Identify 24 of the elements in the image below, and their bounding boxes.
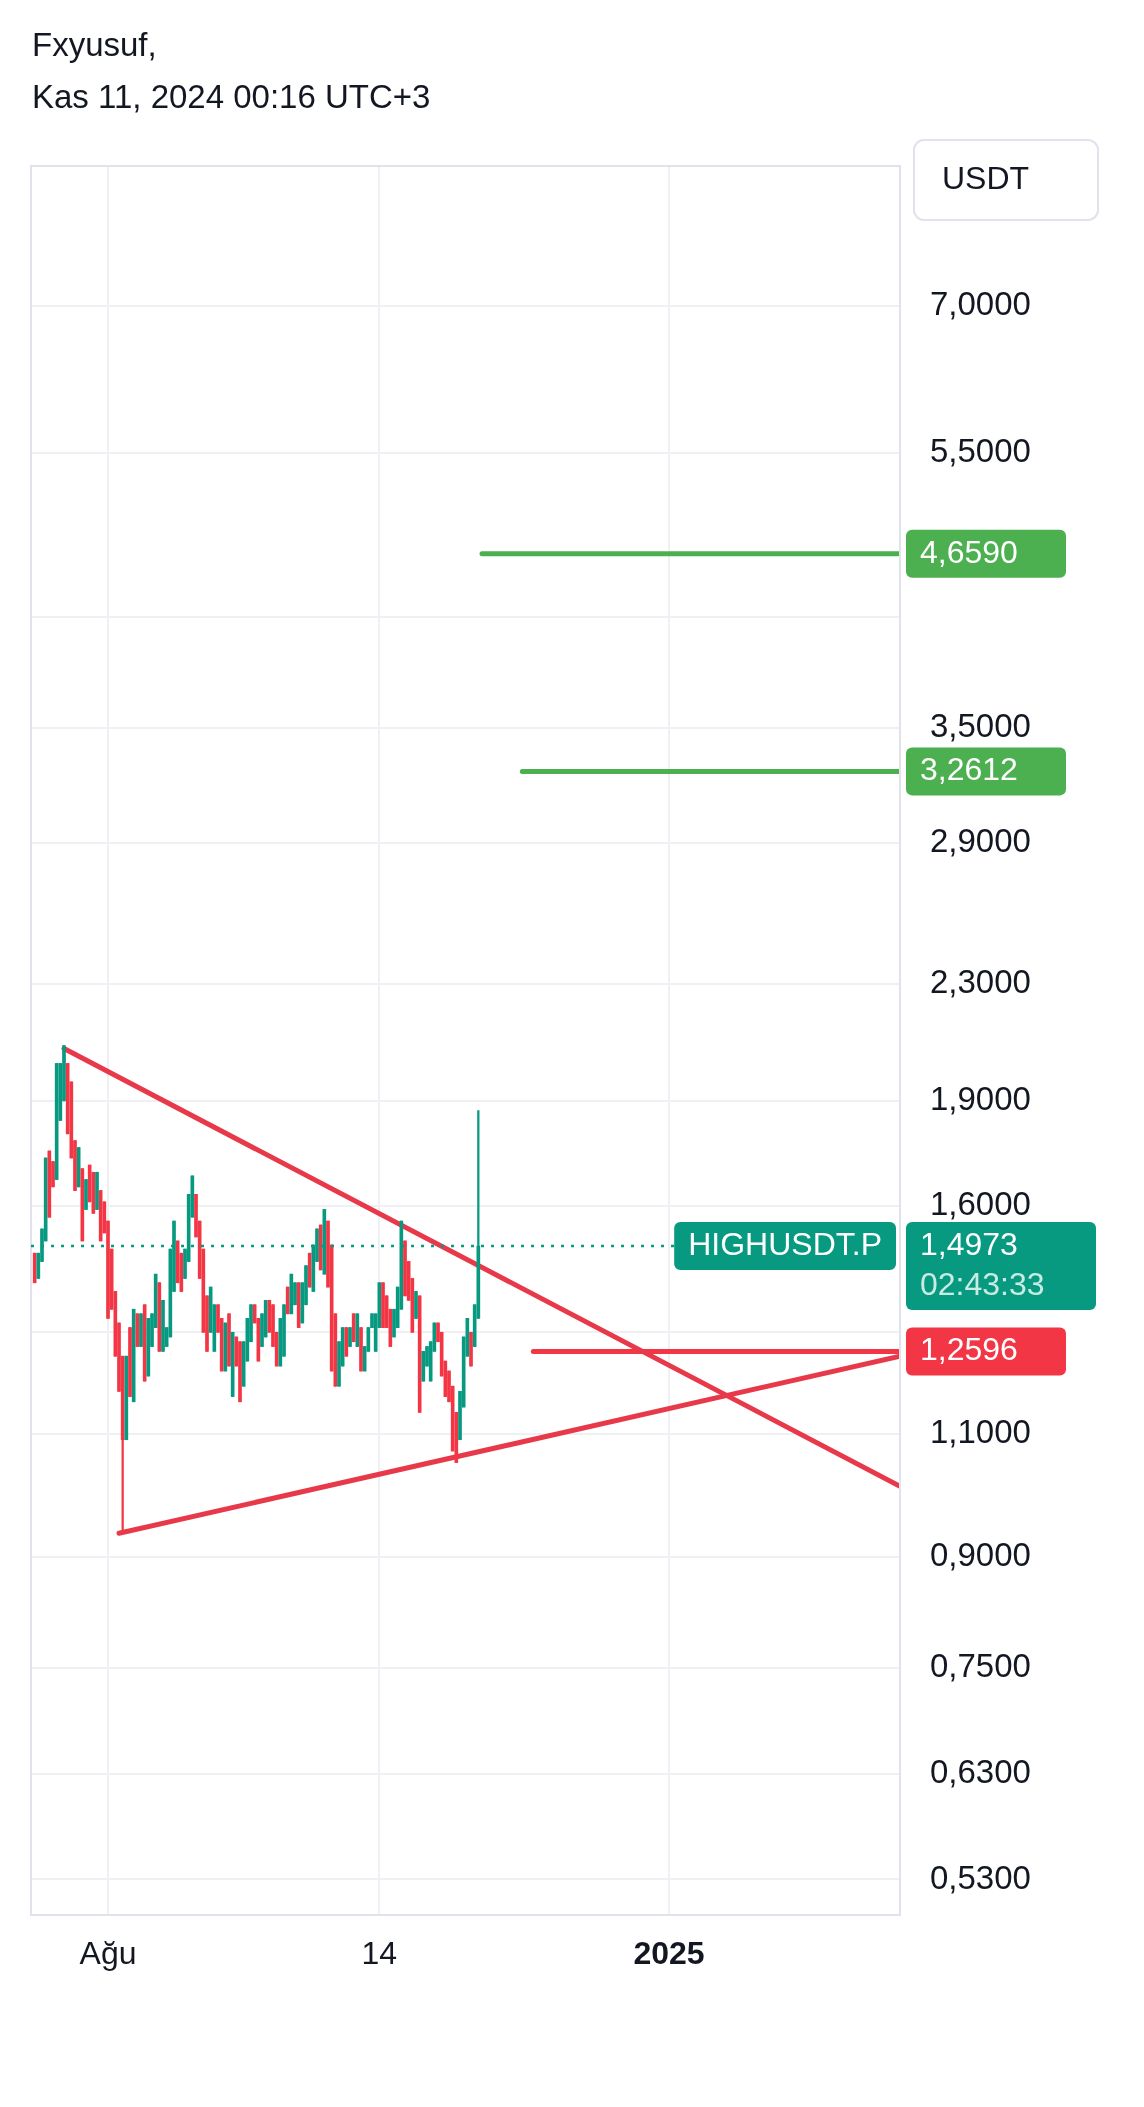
y-tick-label: 3,5000 xyxy=(930,707,1031,745)
chart-subtitle: Kas 11, 2024 00:16 UTC+3 xyxy=(32,78,431,116)
y-tick-label: 0,6300 xyxy=(930,1753,1031,1791)
y-tick-label: 7,0000 xyxy=(930,284,1031,322)
y-tick-label: 0,5300 xyxy=(930,1858,1031,1896)
y-tick-label: 1,1000 xyxy=(930,1413,1031,1451)
x-tick-label: Ağu xyxy=(79,1935,137,1972)
x-tick-label: 2025 xyxy=(633,1935,705,1972)
text: 02:43:33 xyxy=(920,1265,1045,1302)
chart-title: Fxyusuf, xyxy=(32,26,157,64)
y-tick-label: 2,9000 xyxy=(930,822,1031,860)
data-label: 3,2612 xyxy=(920,751,1018,788)
ref-line-label: HIGHUSDT.P xyxy=(688,1225,882,1262)
y-tick-label: 1,9000 xyxy=(930,1079,1031,1117)
y-tick-label: 2,3000 xyxy=(930,963,1031,1001)
x-tick-label: 14 xyxy=(361,1935,398,1972)
y-tick-label: 5,5000 xyxy=(930,431,1031,469)
text: 1,4973 xyxy=(920,1225,1018,1262)
y-tick-label: 0,9000 xyxy=(930,1535,1031,1573)
data-label: 4,6590 xyxy=(920,533,1018,570)
y-tick-label: 1,6000 xyxy=(930,1184,1031,1222)
data-label: 1,2596 xyxy=(920,1331,1018,1368)
y-tick-label: 0,7500 xyxy=(930,1646,1031,1684)
y-axis-title: USDT xyxy=(942,159,1030,196)
